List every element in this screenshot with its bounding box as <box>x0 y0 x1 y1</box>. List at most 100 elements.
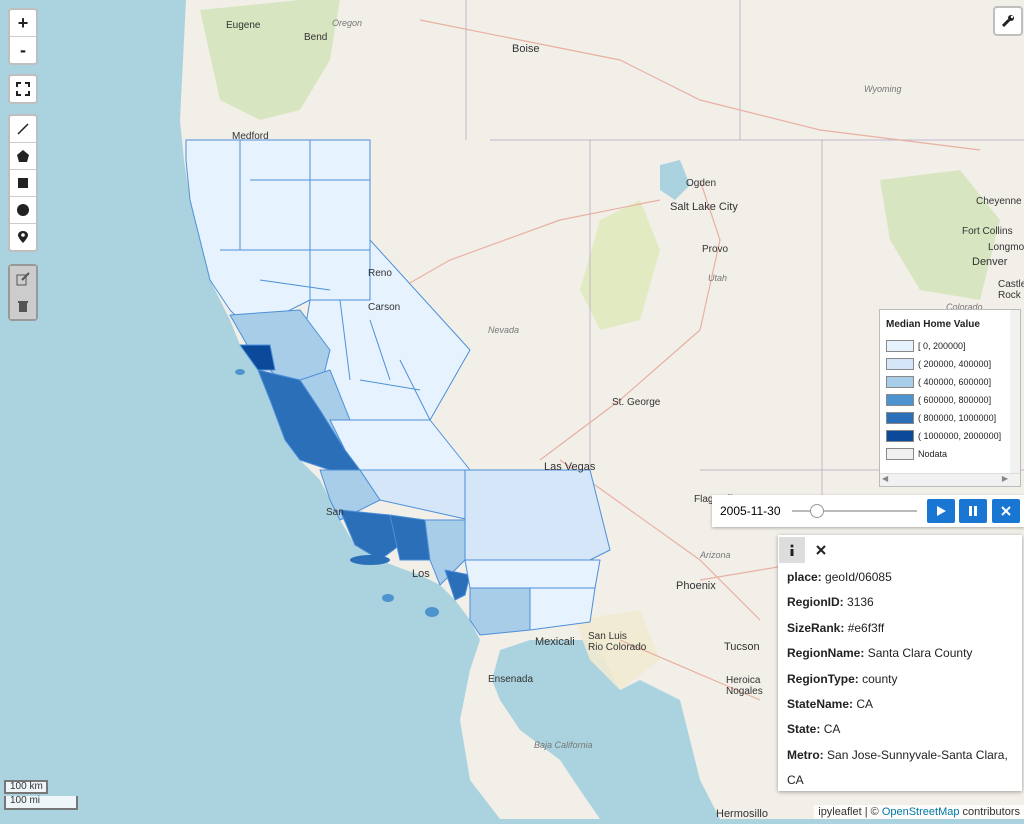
legend-swatch <box>886 394 914 406</box>
legend-swatch <box>886 340 914 352</box>
stop-button[interactable] <box>992 499 1020 523</box>
info-field: place: geoId/06085 <box>787 570 892 584</box>
close-icon <box>816 545 826 555</box>
legend-item: ( 600000, 800000] <box>886 394 991 406</box>
date-label: 2005-11-30 <box>720 504 781 518</box>
city-label: Boise <box>512 43 540 55</box>
city-label: Bend <box>304 32 328 43</box>
edit-icon <box>16 272 30 286</box>
trash-icon <box>18 301 28 312</box>
legend-item: ( 1000000, 2000000] <box>886 430 1001 442</box>
city-label: San <box>326 507 344 518</box>
city-label: Longmo <box>988 242 1024 253</box>
island <box>425 607 439 617</box>
county-orange <box>444 569 471 601</box>
county-sb <box>339 509 401 561</box>
draw-rectangle-button[interactable] <box>10 170 36 197</box>
info-field-value: CA <box>823 722 841 737</box>
info-field-key: RegionID: <box>787 595 844 610</box>
info-field-key: StateName: <box>787 697 854 711</box>
desert <box>575 610 660 690</box>
draw-circle-button[interactable] <box>10 197 36 224</box>
legend-horizontal-scrollbar[interactable]: ◀ ▶ <box>880 473 1020 486</box>
info-field: RegionID: 3136 <box>787 595 874 609</box>
info-icon <box>790 544 794 556</box>
settings-button[interactable] <box>995 8 1021 34</box>
legend-item: ( 400000, 600000] <box>886 376 991 388</box>
info-field: SizeRank: #e6f3ff <box>787 621 884 635</box>
city-label: Nevada <box>488 325 520 335</box>
info-tab[interactable] <box>779 537 805 563</box>
draw-marker-button[interactable] <box>10 224 36 250</box>
info-field: RegionType: county <box>787 672 897 686</box>
wrench-icon <box>1001 15 1014 28</box>
city-label: Carson <box>368 302 401 313</box>
osm-link[interactable]: OpenStreetMap <box>881 806 960 818</box>
close-tab[interactable] <box>808 537 834 563</box>
play-icon <box>937 506 946 516</box>
city-label: Rock <box>998 290 1021 301</box>
city-label: Ensenada <box>488 674 534 685</box>
county-lines <box>220 140 431 421</box>
county-sf <box>239 344 276 371</box>
fullscreen-icon <box>16 82 30 96</box>
pause-button[interactable] <box>959 499 987 523</box>
city-label: Medford <box>232 131 269 142</box>
info-field-value: county <box>862 671 898 686</box>
county-sanbern <box>464 469 611 561</box>
info-field-continuation: CA <box>787 773 804 788</box>
zoom-out-button[interactable]: - <box>20 39 26 60</box>
city-label: Heroica <box>726 675 761 686</box>
state-borders <box>465 0 1024 500</box>
island <box>235 369 245 375</box>
info-field-value: San Jose-Sunnyvale-Santa Clara, <box>827 747 1008 762</box>
legend-swatch <box>886 358 914 370</box>
city-label: Ogden <box>686 178 717 189</box>
time-slider-knob[interactable] <box>810 504 824 518</box>
fullscreen-control <box>8 74 38 104</box>
polygon-icon <box>17 150 29 162</box>
city-label: Tucson <box>724 641 760 653</box>
info-field: RegionName: Santa Clara County <box>787 646 972 660</box>
info-field-value: Santa Clara County <box>867 646 973 661</box>
legend-vertical-scrollbar[interactable] <box>1010 310 1020 474</box>
forest <box>580 200 660 330</box>
play-button[interactable] <box>927 499 955 523</box>
county-riverside <box>464 559 601 589</box>
legend-label: ( 600000, 800000] <box>918 395 992 405</box>
county-imperial <box>529 587 596 631</box>
zoom-in-button[interactable]: + <box>10 10 36 37</box>
feature-info-panel: place: geoId/06085 RegionID: 3136 SizeRank… <box>778 535 1022 791</box>
marker-icon <box>18 231 28 243</box>
time-slider-track[interactable] <box>792 510 917 512</box>
draw-polyline-button[interactable] <box>10 116 36 143</box>
city-label: Los <box>412 568 430 580</box>
city-label: Utah <box>708 273 728 283</box>
island <box>382 594 394 602</box>
delete-layers-button[interactable] <box>10 293 36 319</box>
legend-label: [ 0, 200000] <box>918 341 966 351</box>
fullscreen-button[interactable] <box>10 76 36 102</box>
scale-km: 100 km <box>4 780 48 794</box>
info-field: StateName: CA <box>787 697 873 711</box>
legend-item: ( 200000, 400000] <box>886 358 991 370</box>
edit-layers-button[interactable] <box>10 266 36 293</box>
forest <box>880 170 1000 300</box>
city-label: Cheyenne <box>976 196 1022 207</box>
info-field-value: CA <box>856 697 874 711</box>
city-label: Las Vegas <box>544 461 596 473</box>
legend-title: Median Home Value <box>886 319 980 330</box>
city-label: Baja California <box>534 740 593 750</box>
settings-control <box>993 6 1023 36</box>
draw-polygon-button[interactable] <box>10 143 36 170</box>
legend-item: [ 0, 200000] <box>886 340 966 352</box>
info-field: State: CA <box>787 722 840 736</box>
attribution-lib: ipyleaflet <box>818 806 862 818</box>
county-sd <box>469 587 531 636</box>
circle-icon <box>17 204 29 216</box>
city-label: Nogales <box>726 686 763 697</box>
city-label: San Luis <box>588 631 627 642</box>
legend-label: ( 800000, 1000000] <box>918 413 997 423</box>
attribution: ipyleaflet | © OpenStreetMap contributor… <box>814 805 1024 819</box>
info-field-key: Metro: <box>787 747 824 762</box>
